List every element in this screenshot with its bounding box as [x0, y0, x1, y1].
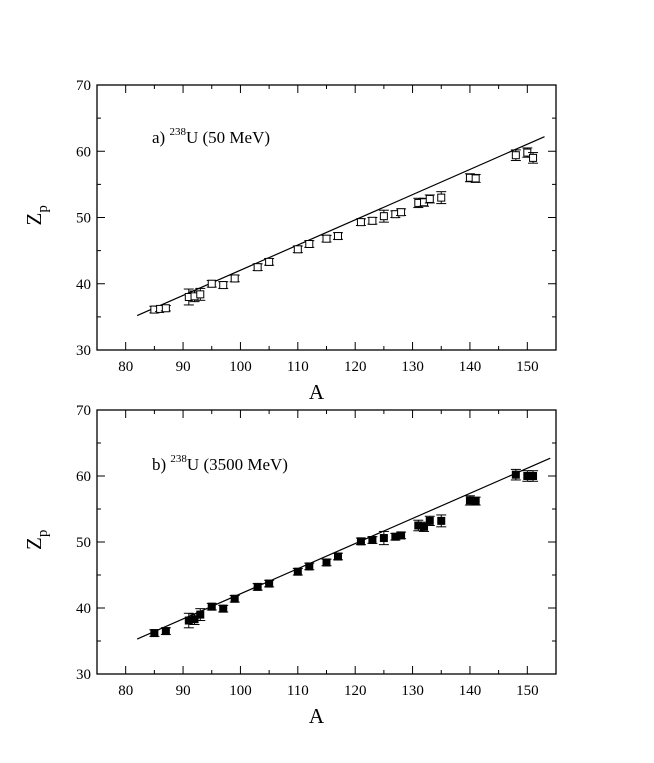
- y-tick-label: 40: [76, 601, 91, 617]
- y-axis-title: Zp: [22, 205, 51, 225]
- y-tick-label: 50: [76, 211, 91, 227]
- y-axis-title-main: Z: [22, 537, 46, 550]
- y-axis-title: Zp: [22, 530, 51, 550]
- x-tick-label: 80: [118, 359, 133, 375]
- annotation-text: U (3500 MeV): [187, 455, 288, 474]
- y-tick-label: 70: [76, 403, 91, 419]
- y-axis-title-main: Z: [22, 213, 46, 226]
- data-point: [265, 257, 274, 266]
- x-tick-label: 140: [459, 359, 482, 375]
- data-point: [253, 263, 262, 272]
- data-point: [511, 470, 520, 479]
- data-point: [529, 153, 538, 162]
- x-tick-label: 90: [176, 683, 191, 699]
- data-point: [293, 567, 302, 576]
- data-point: [305, 240, 314, 248]
- data-point: [471, 174, 480, 183]
- data-point: [161, 304, 170, 313]
- data-point: [293, 245, 302, 254]
- data-point: [333, 552, 342, 561]
- y-tick-label: 30: [76, 667, 91, 683]
- x-tick-label: 120: [344, 359, 367, 375]
- data-point: [437, 193, 446, 202]
- data-point: [437, 516, 446, 525]
- x-tick-label: 100: [229, 359, 252, 375]
- x-tick-label: 90: [176, 359, 191, 375]
- data-point: [425, 194, 434, 203]
- fit-line: [136, 457, 551, 640]
- data-point: [230, 594, 239, 603]
- data-point: [397, 531, 406, 540]
- x-axis-title: A: [309, 380, 325, 404]
- data-point: [161, 627, 170, 636]
- x-tick-label: 110: [287, 683, 309, 699]
- y-axis-title-subscript: p: [35, 205, 51, 213]
- y-tick-label: 50: [76, 535, 91, 551]
- annotation-mass-number: 238: [170, 453, 187, 465]
- x-tick-label: 100: [229, 683, 252, 699]
- x-tick-label: 150: [516, 683, 539, 699]
- x-tick-label: 140: [459, 683, 482, 699]
- annotation-mass-number: 238: [169, 126, 186, 138]
- x-axis-title: A: [309, 704, 325, 728]
- data-point: [207, 279, 216, 288]
- data-point: [529, 472, 538, 480]
- y-tick-label: 30: [76, 343, 91, 359]
- data-point: [333, 232, 342, 241]
- x-tick-label: 80: [118, 683, 133, 699]
- data-point: [379, 534, 388, 543]
- panel-annotation: a) 238U (50 MeV): [152, 126, 270, 147]
- data-point: [356, 537, 365, 546]
- data-point: [425, 516, 434, 525]
- data-point: [219, 604, 228, 613]
- data-point: [253, 582, 262, 591]
- data-point: [420, 522, 429, 531]
- data-point: [356, 218, 365, 227]
- x-tick-label: 120: [344, 683, 367, 699]
- x-tick-label: 130: [401, 683, 424, 699]
- annotation-prefix: a): [152, 128, 169, 147]
- x-tick-label: 130: [401, 359, 424, 375]
- data-point: [150, 629, 159, 638]
- data-point: [322, 234, 331, 243]
- data-point: [196, 610, 205, 619]
- y-axis-title-subscript: p: [35, 530, 51, 538]
- panel-b: 80 90 100 110 120 130 140 150 30 40 50 60 70 A Zp b) 23…: [22, 403, 557, 728]
- annotation-prefix: b): [152, 455, 170, 474]
- y-tick-label: 40: [76, 277, 91, 293]
- data-point: [379, 212, 388, 221]
- fit-line: [136, 136, 545, 317]
- y-tick-label: 60: [76, 144, 91, 160]
- panel-annotation: b) 238U (3500 MeV): [152, 453, 288, 474]
- data-point: [368, 216, 377, 225]
- data-point: [511, 151, 520, 160]
- data-point: [322, 558, 331, 567]
- data-point: [230, 274, 239, 283]
- y-tick-label: 70: [76, 78, 91, 94]
- data-point: [305, 562, 314, 571]
- data-point: [207, 602, 216, 611]
- data-point: [471, 497, 480, 506]
- x-tick-label: 150: [516, 359, 539, 375]
- data-point: [190, 615, 199, 624]
- data-point: [219, 281, 228, 290]
- data-point: [196, 290, 205, 299]
- panel-a: 80 90 100 110 120 130 140 150 30 40 50 60 70 A Zp a) 23…: [22, 78, 557, 404]
- x-tick-label: 110: [287, 359, 309, 375]
- annotation-text: U (50 MeV): [186, 128, 270, 147]
- y-tick-label: 60: [76, 469, 91, 485]
- data-point: [397, 208, 406, 217]
- data-point: [368, 536, 377, 545]
- data-point: [265, 579, 274, 588]
